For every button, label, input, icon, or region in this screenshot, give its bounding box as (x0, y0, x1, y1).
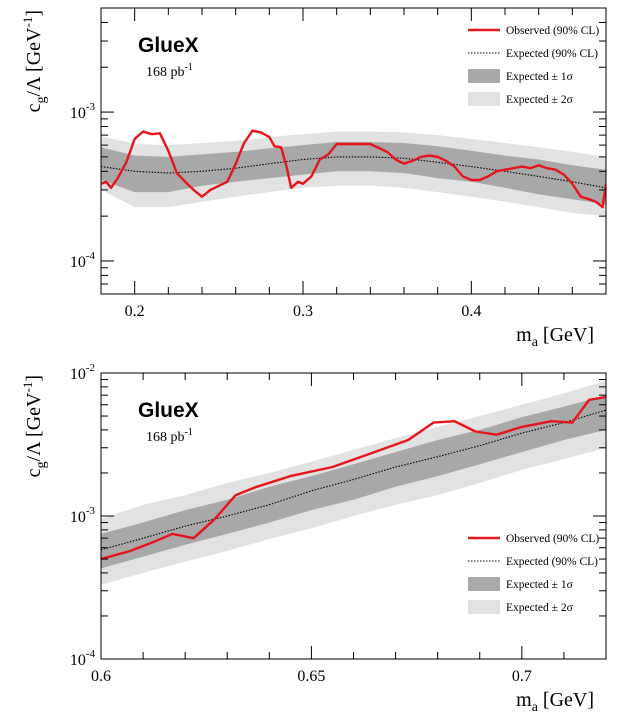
legend-swatch-2sigma (468, 600, 500, 614)
x-tick-label: 0.6 (91, 668, 111, 685)
legend-item: Observed (90% CL) (468, 533, 599, 545)
plot-area (101, 129, 606, 217)
observed-line (101, 395, 606, 561)
legend-item: Expected (90% CL) (468, 48, 598, 60)
expected-line (101, 409, 606, 551)
y-tick-label: 10-4 (70, 250, 96, 271)
legend-label: Observed (90% CL) (506, 533, 599, 545)
legend-label: Expected ± 1σ (506, 71, 574, 83)
experiment-label: GlueX (138, 34, 199, 57)
y-tick-label: 10-2 (70, 362, 95, 383)
legend-item: Expected (90% CL) (468, 556, 598, 568)
legend-label: Expected ± 1σ (506, 579, 574, 591)
legend-label: Expected (90% CL) (506, 556, 598, 568)
legend-swatch-1sigma (468, 69, 500, 83)
legend: Observed (90% CL) Expected (90% CL) Expect… (468, 25, 599, 106)
legend-item: Expected ± 2σ (468, 600, 574, 614)
chart-panel-2: 0.6 0.65 0.7 10-2 10-3 10-4 ma [GeV] cg/Λ [GeV-… (20, 362, 607, 715)
plot-frame (100, 7, 607, 295)
band-1sigma (101, 142, 606, 205)
x-tick-label: 0.2 (125, 303, 145, 320)
x-axis-title: ma [GeV] (516, 689, 594, 715)
expected-line (101, 156, 606, 189)
x-tick-label: 0.3 (293, 303, 313, 320)
y-tick-label: 10-3 (70, 505, 96, 526)
legend-item: Expected ± 2σ (468, 92, 574, 106)
legend-label: Expected (90% CL) (506, 48, 598, 60)
plot-area (101, 380, 606, 585)
luminosity-label: 168 pb-1 (146, 427, 193, 445)
y-axis-title: cg/Λ [GeV-1] (20, 375, 49, 477)
band-1sigma (101, 395, 606, 569)
y-tick-label: 10-4 (70, 648, 96, 669)
experiment-label: GlueX (138, 399, 199, 422)
chart-panel-1: 0.2 0.3 0.4 10-3 10-4 ma [GeV] cg/Λ [GeV-1] Glu… (20, 7, 607, 350)
luminosity-label: 168 pb-1 (146, 62, 193, 80)
legend-item: Expected ± 1σ (468, 577, 574, 591)
y-tick-label: 10-3 (70, 101, 96, 122)
legend-swatch-1sigma (468, 577, 500, 591)
legend-label: Observed (90% CL) (506, 25, 599, 37)
x-tick-label: 0.65 (297, 668, 325, 685)
x-axis-title: ma [GeV] (516, 324, 594, 350)
observed-line (101, 129, 606, 209)
legend-item: Expected ± 1σ (468, 69, 574, 83)
legend-swatch-2sigma (468, 92, 500, 106)
legend: Observed (90% CL) Expected (90% CL) Expect… (468, 533, 599, 614)
legend-label: Expected ± 2σ (506, 94, 574, 106)
x-tick-label: 0.4 (461, 303, 481, 320)
legend-item: Observed (90% CL) (468, 25, 599, 37)
legend-label: Expected ± 2σ (506, 602, 574, 614)
y-axis-title: cg/Λ [GeV-1] (20, 10, 49, 112)
x-tick-label: 0.7 (512, 668, 532, 685)
